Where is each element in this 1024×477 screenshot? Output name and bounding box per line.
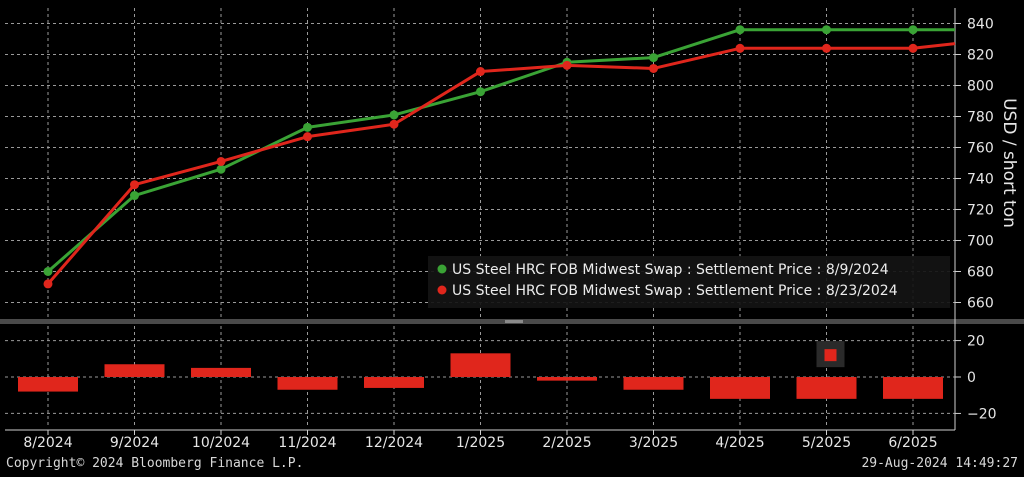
data-point [303, 122, 312, 132]
copyright-text: Copyright© 2024 Bloomberg Finance L.P. [6, 456, 304, 471]
y-tick-label: 660 [967, 296, 994, 312]
data-point [43, 267, 53, 276]
x-tick-label: 12/2024 [365, 435, 423, 451]
data-point [562, 60, 572, 70]
highlight-marker [816, 341, 845, 368]
series-2 [43, 42, 956, 289]
sub-y-tick-label: 20 [967, 334, 985, 350]
data-point [649, 53, 658, 63]
data-point [216, 156, 226, 166]
data-point [389, 119, 399, 129]
data-point [735, 25, 745, 35]
data-point [649, 63, 658, 73]
legend-entry: US Steel HRC FOB Midwest Swap : Settleme… [452, 262, 889, 278]
difference-bar [18, 377, 78, 392]
y-tick-label: 680 [967, 265, 994, 281]
chart: 660 680 700 720 740 760 780 800 820 840 USD / shor… [0, 8, 1024, 451]
x-tick-label: 4/2025 [715, 435, 764, 451]
y-tick-label: 800 [967, 79, 994, 95]
y-axis-label: USD / short ton [999, 98, 1019, 228]
panel-resize-handle [505, 320, 523, 323]
sub-y-tick-label: −20 [967, 406, 997, 422]
y-tick-label: 740 [967, 172, 994, 188]
x-tick-label: 8/2024 [23, 435, 72, 451]
legend: US Steel HRC FOB Midwest Swap : Settleme… [428, 256, 950, 308]
x-tick-label: 5/2025 [802, 435, 851, 451]
difference-bars [18, 353, 943, 399]
difference-bar [277, 377, 338, 390]
data-point [43, 279, 53, 289]
y-tick-label: 760 [967, 141, 994, 157]
difference-bar [104, 364, 165, 377]
data-point [130, 180, 139, 190]
series-line [47, 28, 955, 273]
data-point [130, 191, 139, 201]
y-tick-label: 700 [967, 234, 994, 250]
x-tick-label: 2/2025 [542, 435, 591, 451]
legend-box [428, 256, 950, 308]
data-point [216, 164, 226, 174]
data-point [908, 25, 918, 35]
data-point [389, 110, 399, 120]
legend-entry: US Steel HRC FOB Midwest Swap : Settleme… [452, 283, 898, 299]
difference-bar [364, 377, 424, 388]
x-tick-label: 6/2025 [888, 435, 937, 451]
difference-bar [537, 377, 597, 381]
legend-marker [437, 264, 447, 274]
data-point [303, 132, 312, 142]
y-tick-label: 780 [967, 110, 994, 126]
difference-bar [883, 377, 943, 399]
x-tick-label: 11/2024 [278, 435, 336, 451]
y-tick-label: 720 [967, 203, 994, 219]
highlight-square [824, 349, 837, 362]
series-line [46, 42, 956, 285]
difference-bar [191, 367, 251, 377]
y-tick-label: 820 [967, 48, 994, 64]
timestamp-text: 29-Aug-2024 14:49:27 [861, 456, 1018, 471]
x-tick-label: 10/2024 [192, 435, 250, 451]
x-tick-label: 3/2025 [629, 435, 678, 451]
data-point [476, 67, 485, 77]
data-point [476, 87, 485, 97]
x-tick-label: 1/2025 [456, 435, 505, 451]
difference-bar [710, 377, 770, 399]
x-tick-label: 9/2024 [110, 435, 159, 451]
sub-y-tick-label: 0 [967, 370, 976, 386]
data-point [822, 43, 831, 53]
data-point [735, 43, 745, 53]
legend-marker [437, 285, 447, 295]
difference-bar [796, 377, 857, 399]
y-tick-label: 840 [967, 17, 994, 33]
difference-bar [623, 377, 684, 390]
data-point [908, 43, 918, 53]
data-point [822, 25, 831, 35]
series-1 [43, 25, 955, 276]
difference-bar [450, 353, 511, 377]
